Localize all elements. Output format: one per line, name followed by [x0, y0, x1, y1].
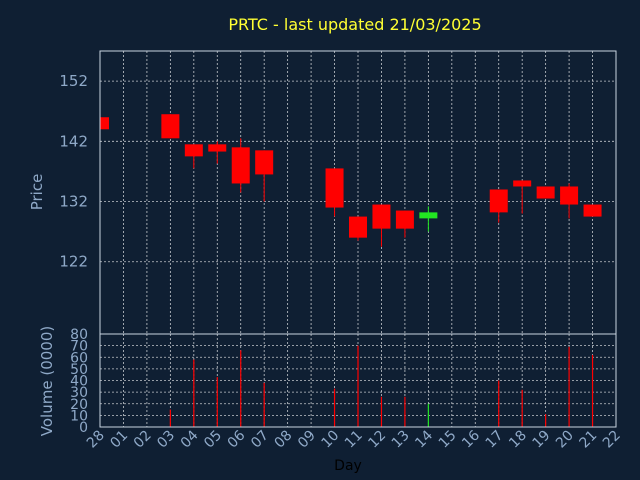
candle-body [161, 114, 180, 139]
candle-body [208, 144, 227, 152]
price-tick-labels: 122 132 142 152 [59, 72, 88, 271]
volume-plot-frame [99, 333, 617, 428]
candle-body [419, 212, 438, 219]
candlestick-series [99, 114, 602, 247]
candle-body [325, 168, 344, 208]
candle-body [255, 150, 274, 175]
x-tick-labels: 28 01 02 03 04 05 06 07 08 09 10 11 12 13 14 15 16 17 18 19… [84, 427, 624, 451]
candle-body [349, 216, 367, 238]
candle-body [489, 189, 508, 213]
volume-tick-label: 20 [70, 397, 88, 413]
volume-tick-label: 80 [70, 327, 88, 343]
volume-axis-title: Volume (0000) [38, 326, 56, 436]
volume-tick-label: 10 [70, 408, 88, 424]
volume-tick-label: 30 [70, 385, 88, 401]
volume-tick-label: 60 [70, 350, 88, 366]
price-tick-label: 142 [59, 132, 88, 150]
volume-tick-label: 0 [79, 420, 88, 436]
volume-tick-label: 50 [70, 362, 88, 378]
price-tick-label: 122 [59, 253, 88, 271]
x-axis-title: Day [334, 458, 362, 474]
price-tick-label: 152 [59, 72, 88, 90]
chart-title: PRTC - last updated 21/03/2025 [228, 15, 481, 34]
candle-body [583, 204, 602, 217]
candle-body [395, 210, 414, 229]
price-axis-title: Price [28, 174, 46, 211]
candle-body [560, 186, 579, 205]
candle-body [536, 186, 555, 199]
candle-body [513, 180, 532, 187]
candle-body [231, 147, 250, 184]
volume-series [169, 345, 594, 427]
candle-body [372, 204, 391, 229]
candle-body [184, 144, 203, 157]
volume-tick-label: 40 [70, 374, 88, 390]
candle-body [100, 117, 109, 130]
volume-tick-label: 70 [70, 339, 88, 355]
price-tick-label: 132 [59, 193, 88, 211]
